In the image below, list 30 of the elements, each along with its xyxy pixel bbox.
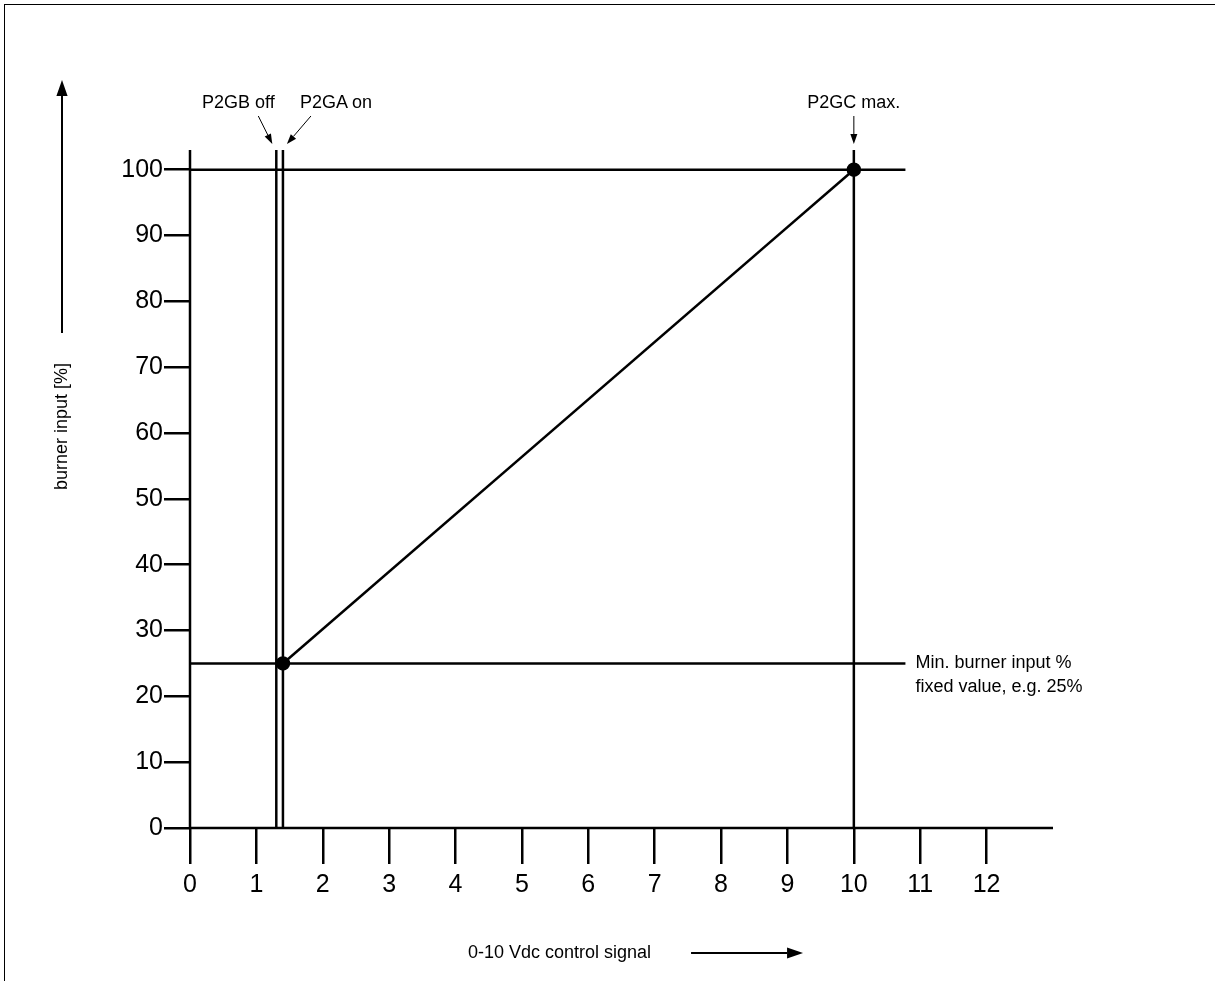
- x-axis-title: 0-10 Vdc control signal: [467, 941, 652, 962]
- y-tick-label: 30: [135, 614, 163, 643]
- ref-line-label: P2GA on: [299, 92, 372, 112]
- x-tick-label: 7: [647, 868, 662, 897]
- x-tick-label: 9: [780, 868, 795, 897]
- y-tick-label: 100: [121, 153, 163, 182]
- x-tick-label: 0: [183, 868, 197, 897]
- y-tick-label: 80: [135, 285, 163, 314]
- y-tick-label: 90: [135, 219, 163, 248]
- x-tick-label: 12: [972, 868, 1001, 897]
- x-tick-label: 5: [514, 868, 529, 897]
- x-tick-label: 3: [382, 868, 397, 897]
- ref-line-label: P2GC max.: [807, 92, 901, 112]
- x-tick-label: 2: [315, 868, 330, 897]
- y-tick-label: 40: [135, 548, 163, 577]
- x-tick-label: 11: [907, 868, 934, 897]
- x-tick-label: 6: [581, 868, 596, 897]
- x-tick-label: 8: [714, 868, 729, 897]
- y-tick-label: 0: [149, 811, 163, 840]
- ref-line-label: Min. burner input % fixed value, e.g. 25%: [915, 652, 1083, 697]
- x-tick-label: 10: [839, 868, 868, 897]
- x-tick-label: 1: [249, 868, 264, 897]
- y-tick-label: 20: [135, 680, 163, 709]
- y-tick-label: 60: [135, 416, 163, 445]
- y-tick-label: 70: [135, 351, 163, 380]
- y-axis-title: burner input [%]: [50, 362, 71, 490]
- y-tick-label: 10: [135, 746, 163, 775]
- x-tick-label: 4: [448, 868, 463, 897]
- y-tick-label: 50: [135, 482, 163, 511]
- ref-line-label: P2GB off: [201, 92, 276, 112]
